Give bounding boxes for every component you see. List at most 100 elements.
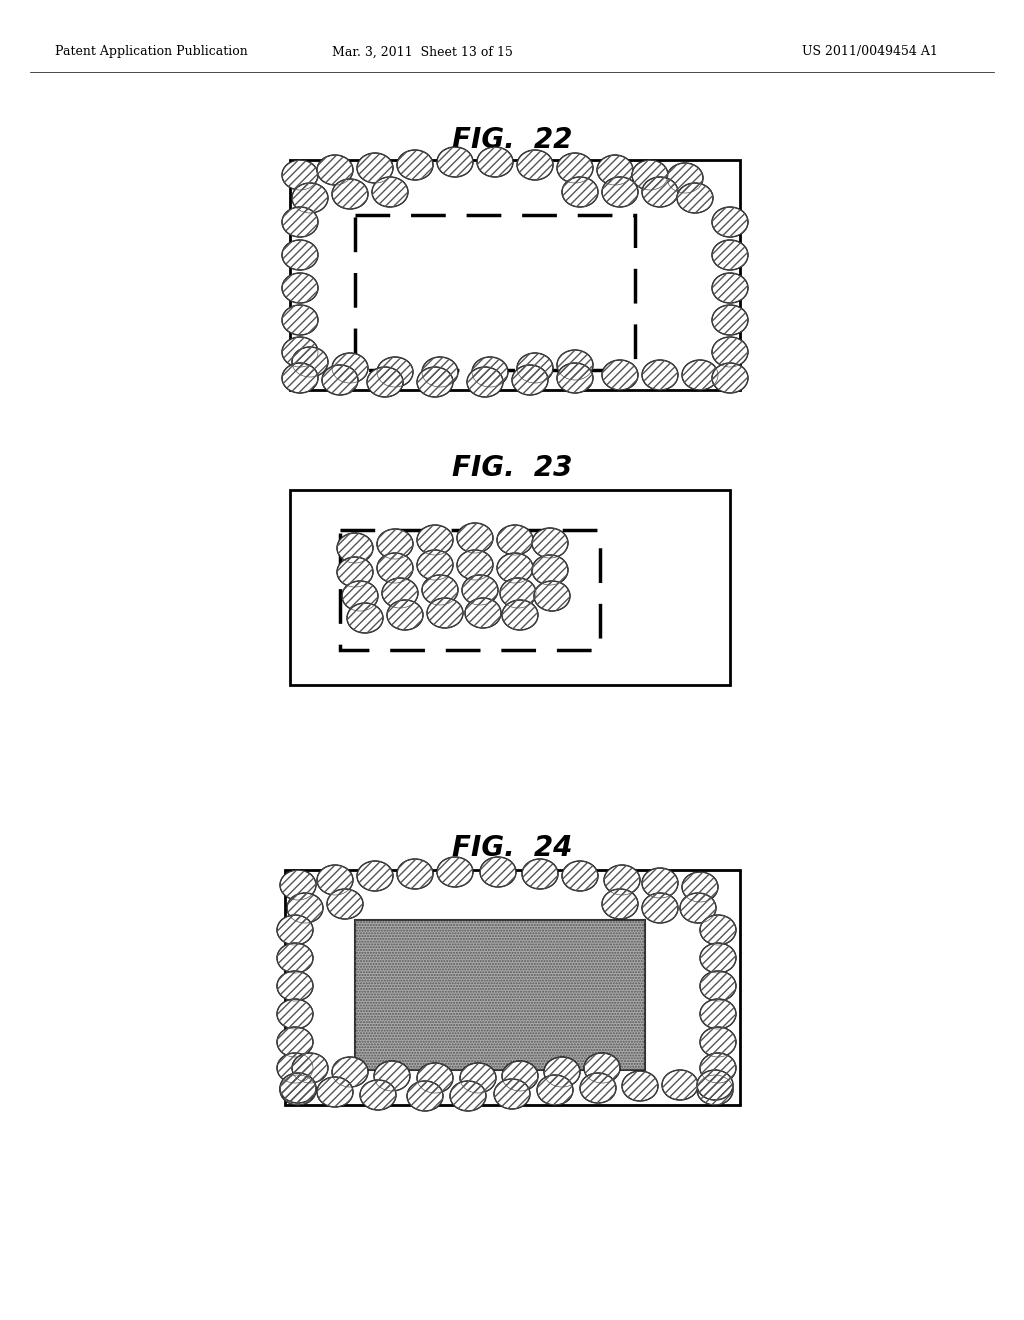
- Ellipse shape: [278, 972, 313, 1001]
- Ellipse shape: [682, 360, 718, 389]
- Ellipse shape: [278, 1027, 313, 1057]
- Ellipse shape: [467, 367, 503, 397]
- Ellipse shape: [372, 177, 408, 207]
- Ellipse shape: [322, 366, 358, 395]
- Bar: [285, 870, 740, 1105]
- Ellipse shape: [280, 1074, 316, 1105]
- Ellipse shape: [460, 1063, 496, 1093]
- Ellipse shape: [282, 273, 318, 304]
- Ellipse shape: [357, 153, 393, 183]
- Ellipse shape: [537, 1074, 573, 1105]
- Ellipse shape: [557, 350, 593, 380]
- Ellipse shape: [597, 154, 633, 185]
- Ellipse shape: [497, 525, 534, 554]
- Ellipse shape: [342, 581, 378, 611]
- Ellipse shape: [437, 857, 473, 887]
- Ellipse shape: [642, 360, 678, 389]
- Ellipse shape: [282, 160, 318, 190]
- Ellipse shape: [397, 859, 433, 888]
- Ellipse shape: [534, 581, 570, 611]
- Ellipse shape: [517, 150, 553, 180]
- Bar: [355, 215, 635, 370]
- Ellipse shape: [700, 915, 736, 945]
- Ellipse shape: [377, 356, 413, 387]
- Ellipse shape: [282, 337, 318, 367]
- Ellipse shape: [278, 915, 313, 945]
- Ellipse shape: [682, 873, 718, 902]
- Text: FIG.  23: FIG. 23: [452, 454, 572, 482]
- Ellipse shape: [397, 150, 433, 180]
- Ellipse shape: [332, 180, 368, 209]
- Ellipse shape: [712, 273, 748, 304]
- Ellipse shape: [278, 1053, 313, 1082]
- Ellipse shape: [667, 162, 703, 193]
- Ellipse shape: [502, 1061, 538, 1092]
- Ellipse shape: [377, 529, 413, 558]
- Ellipse shape: [557, 363, 593, 393]
- Ellipse shape: [512, 366, 548, 395]
- Ellipse shape: [697, 1071, 733, 1100]
- Ellipse shape: [407, 1081, 443, 1111]
- Ellipse shape: [562, 861, 598, 891]
- Ellipse shape: [580, 1073, 616, 1104]
- Ellipse shape: [642, 869, 678, 898]
- Ellipse shape: [700, 1053, 736, 1082]
- Ellipse shape: [544, 1057, 580, 1086]
- Ellipse shape: [282, 305, 318, 335]
- Ellipse shape: [360, 1080, 396, 1110]
- Ellipse shape: [465, 598, 501, 628]
- Ellipse shape: [472, 356, 508, 387]
- Ellipse shape: [337, 533, 373, 564]
- Ellipse shape: [712, 207, 748, 238]
- Ellipse shape: [417, 550, 453, 579]
- Ellipse shape: [292, 1053, 328, 1082]
- Text: Mar. 3, 2011  Sheet 13 of 15: Mar. 3, 2011 Sheet 13 of 15: [332, 45, 512, 58]
- Ellipse shape: [642, 894, 678, 923]
- Ellipse shape: [604, 865, 640, 895]
- Ellipse shape: [427, 598, 463, 628]
- Ellipse shape: [584, 1053, 620, 1082]
- Ellipse shape: [712, 240, 748, 271]
- Text: FIG.  22: FIG. 22: [452, 125, 572, 154]
- Bar: [340, 531, 600, 649]
- Ellipse shape: [632, 160, 668, 190]
- Ellipse shape: [280, 870, 316, 900]
- Ellipse shape: [480, 857, 516, 887]
- Bar: [290, 160, 740, 389]
- Ellipse shape: [700, 999, 736, 1030]
- Ellipse shape: [622, 1071, 658, 1101]
- Ellipse shape: [700, 942, 736, 973]
- Ellipse shape: [287, 894, 323, 923]
- Ellipse shape: [337, 557, 373, 587]
- Ellipse shape: [417, 525, 453, 554]
- Ellipse shape: [712, 305, 748, 335]
- Ellipse shape: [450, 1081, 486, 1111]
- Ellipse shape: [602, 888, 638, 919]
- Ellipse shape: [712, 363, 748, 393]
- Ellipse shape: [522, 859, 558, 888]
- Ellipse shape: [292, 183, 328, 213]
- Ellipse shape: [562, 177, 598, 207]
- Ellipse shape: [697, 1074, 733, 1105]
- Ellipse shape: [502, 601, 538, 630]
- Ellipse shape: [712, 337, 748, 367]
- Ellipse shape: [642, 177, 678, 207]
- Ellipse shape: [700, 972, 736, 1001]
- Ellipse shape: [602, 177, 638, 207]
- Ellipse shape: [494, 1078, 530, 1109]
- Ellipse shape: [282, 240, 318, 271]
- Ellipse shape: [532, 554, 568, 585]
- Ellipse shape: [317, 154, 353, 185]
- Bar: [290, 490, 730, 685]
- Ellipse shape: [278, 942, 313, 973]
- Ellipse shape: [422, 356, 458, 387]
- Ellipse shape: [457, 523, 493, 553]
- Ellipse shape: [417, 367, 453, 397]
- Ellipse shape: [347, 603, 383, 634]
- Bar: [355, 920, 645, 1071]
- Ellipse shape: [677, 183, 713, 213]
- Ellipse shape: [500, 578, 536, 609]
- Ellipse shape: [662, 1071, 698, 1100]
- Bar: [355, 920, 645, 1071]
- Text: Patent Application Publication: Patent Application Publication: [55, 45, 248, 58]
